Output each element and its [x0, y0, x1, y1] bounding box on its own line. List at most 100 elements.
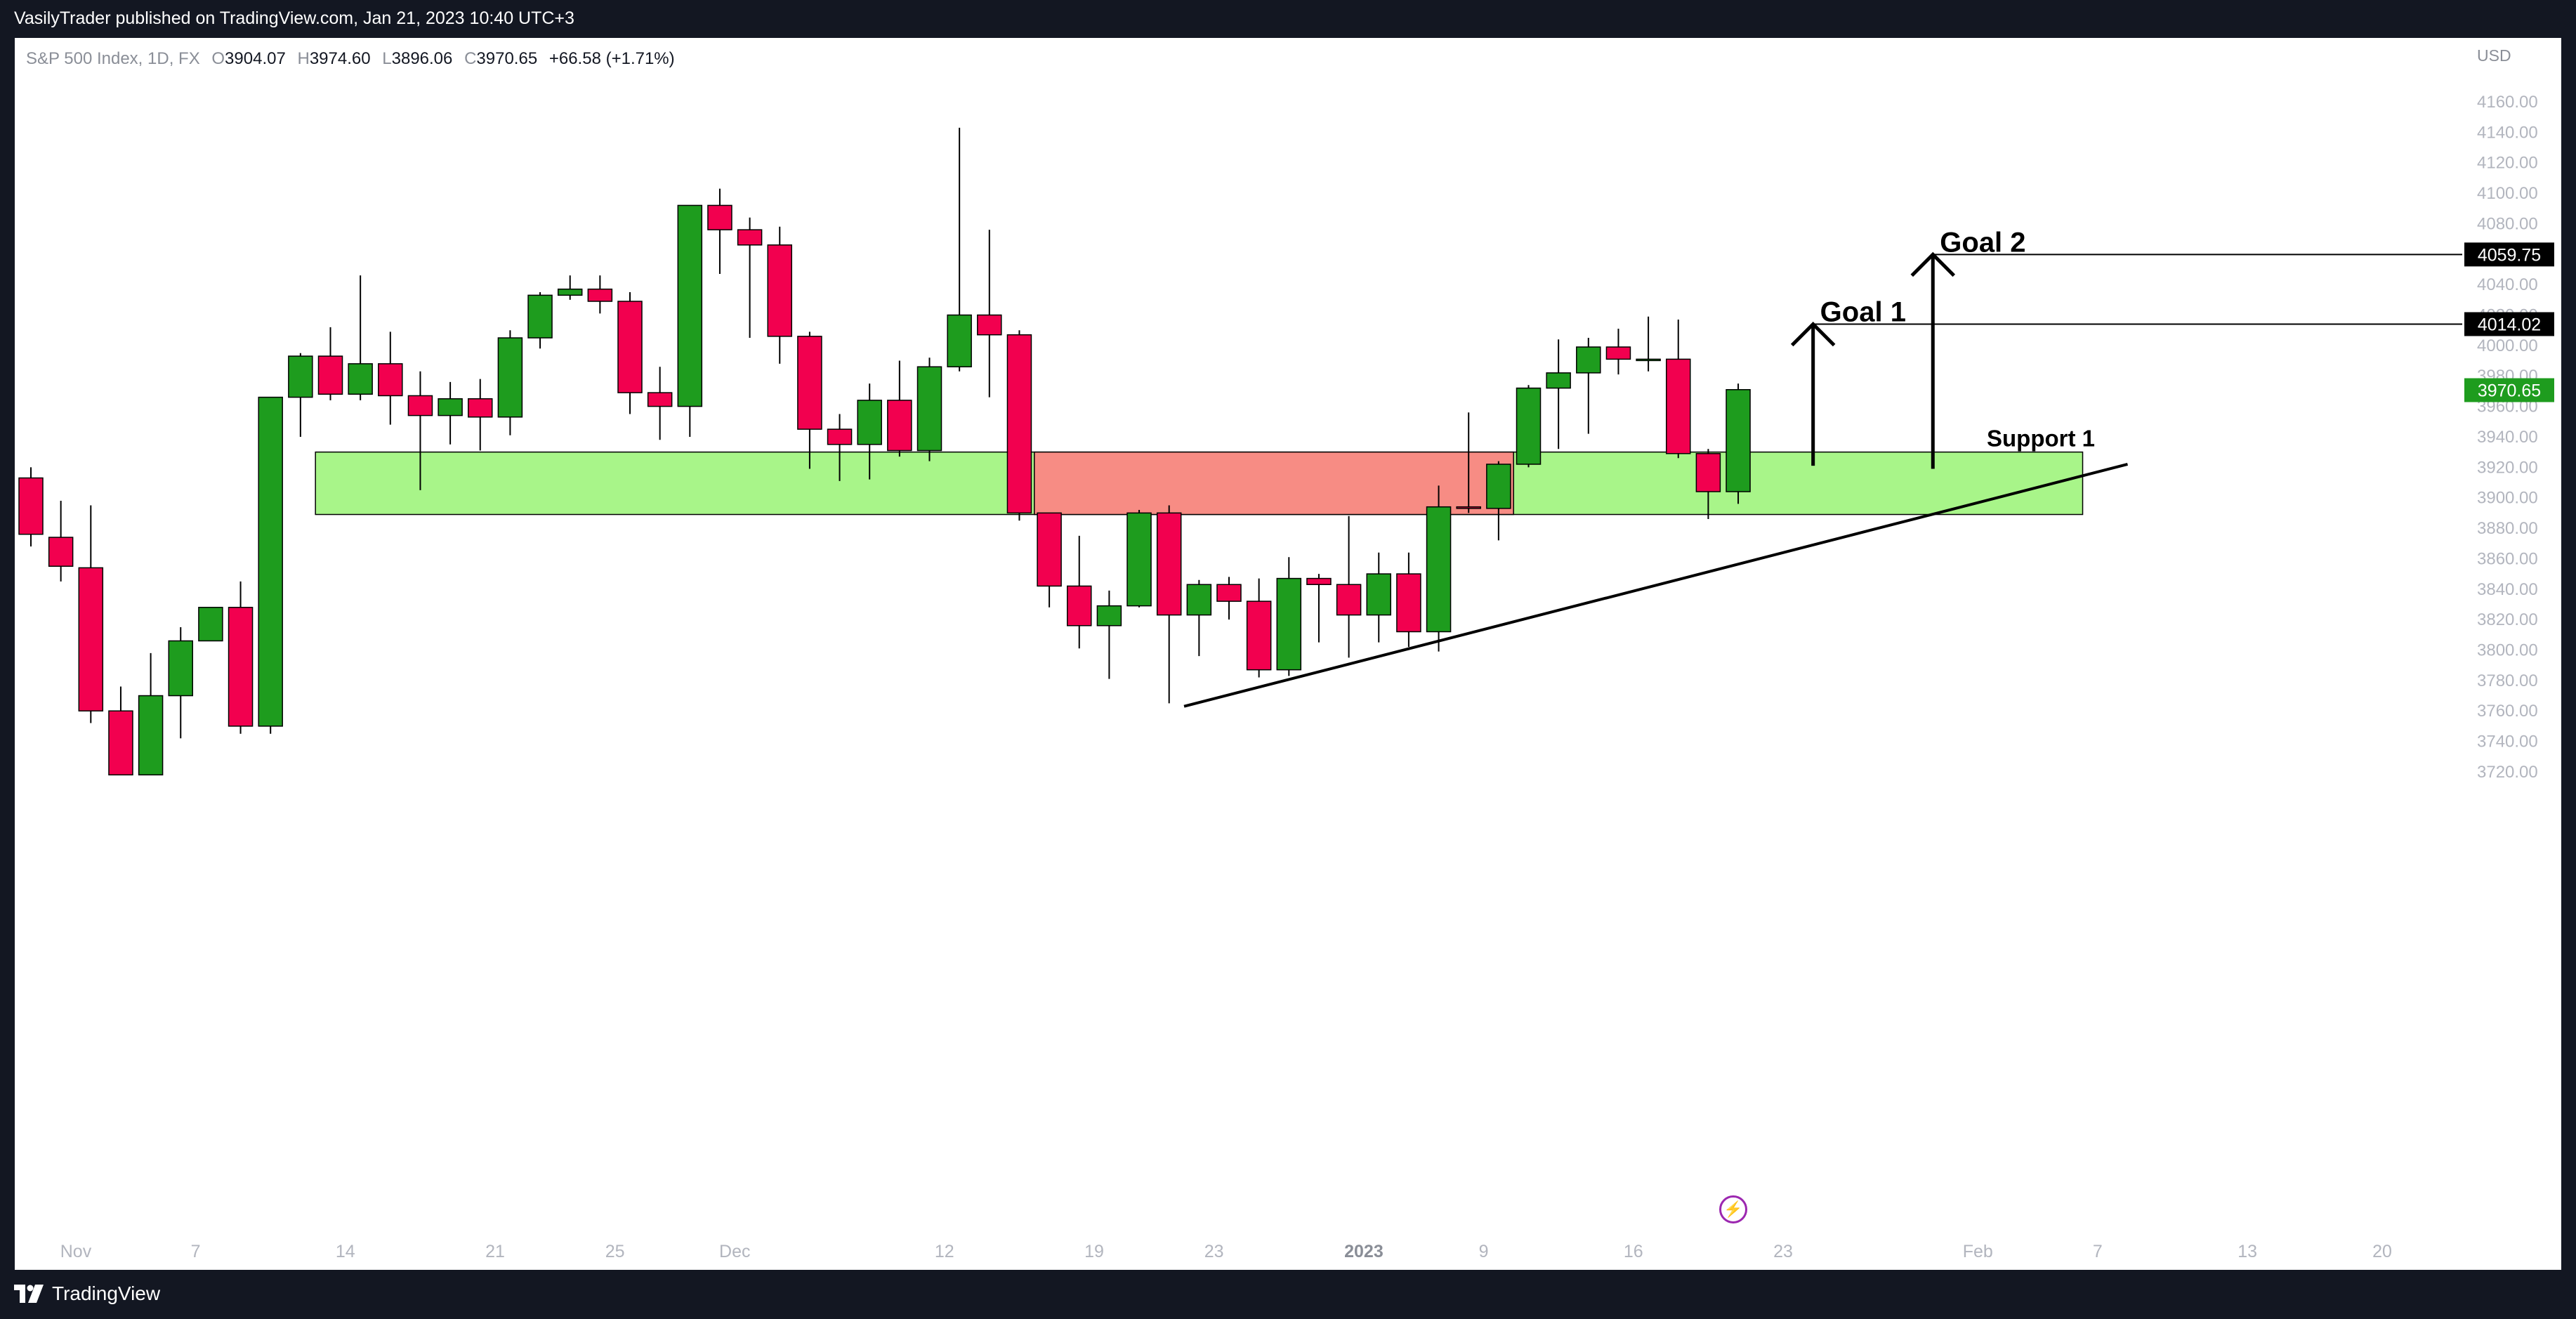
- candle: [767, 226, 792, 364]
- candle: [348, 275, 373, 400]
- candle-body: [1366, 573, 1391, 616]
- chart-panel[interactable]: Goal 1 Goal 2 Support 1 4160.00 4140.00 4120…: [15, 38, 2561, 1270]
- candle: [468, 379, 493, 451]
- candle-body: [587, 288, 613, 302]
- low-value: 3896.06: [391, 49, 453, 68]
- time-tick-label: 13: [2237, 1242, 2257, 1261]
- candle: [916, 357, 942, 461]
- time-tick-label: 7: [191, 1242, 201, 1261]
- candle: [1456, 412, 1481, 513]
- candle-body: [48, 537, 74, 567]
- published-text: VasilyTrader published on TradingView.co…: [14, 8, 574, 28]
- price-tag: 4014.02: [2464, 312, 2554, 336]
- candle: [827, 414, 853, 481]
- candle: [78, 505, 104, 723]
- candle-body: [78, 567, 104, 711]
- candle: [977, 230, 1002, 398]
- candle: [497, 330, 523, 435]
- candle: [1486, 461, 1511, 541]
- price-tag-label: 4059.75: [2478, 245, 2541, 265]
- candle-body: [348, 363, 373, 395]
- price-tag: 3970.65: [2464, 378, 2554, 402]
- time-tick-label: 16: [1624, 1242, 1643, 1261]
- goal-1-label: Goal 1: [1820, 296, 1906, 327]
- candle-body: [1516, 387, 1542, 465]
- price-tick-label: 3880.00: [2477, 519, 2538, 538]
- price-tick-label: 4120.00: [2477, 154, 2538, 173]
- goal-1-arrow-head: [1790, 321, 1836, 347]
- candle: [378, 332, 403, 425]
- candle-body: [288, 355, 313, 398]
- footer-bar: TradingView: [0, 1270, 2576, 1319]
- candle: [1516, 385, 1542, 468]
- price-tag: 4059.75: [2464, 242, 2554, 267]
- candle-body: [557, 288, 583, 296]
- candle: [18, 467, 44, 547]
- candle: [947, 127, 972, 372]
- currency-label: USD: [2477, 46, 2511, 65]
- candle: [1576, 338, 1601, 434]
- time-tick-label: 20: [2372, 1242, 2392, 1261]
- candle: [617, 292, 643, 414]
- published-bar: VasilyTrader published on TradingView.co…: [0, 0, 2576, 38]
- candle-body: [1486, 464, 1511, 509]
- time-tick-label: 21: [485, 1242, 505, 1261]
- candle: [587, 275, 613, 314]
- price-tick-label: 3920.00: [2477, 458, 2538, 477]
- candle: [198, 607, 223, 642]
- candle-body: [1096, 605, 1122, 626]
- price-tick-label: 3720.00: [2477, 763, 2538, 782]
- candle-body: [228, 607, 254, 727]
- candle: [857, 383, 882, 480]
- price-tick-label: 4040.00: [2477, 275, 2538, 294]
- price-tick-label: 3820.00: [2477, 610, 2538, 629]
- brand-name: TradingView: [52, 1282, 161, 1304]
- candle: [228, 581, 254, 734]
- time-tick-label: 7: [2093, 1242, 2103, 1261]
- flip-zone: [1034, 451, 1514, 516]
- open-value: 3904.07: [225, 49, 286, 68]
- price-tick-label: 3940.00: [2477, 428, 2538, 447]
- candle: [1156, 505, 1182, 704]
- candle-body: [497, 337, 523, 418]
- candle: [48, 501, 74, 582]
- candle: [737, 217, 763, 339]
- candle-body: [1276, 577, 1302, 671]
- candlestick-chart[interactable]: Goal 1 Goal 2 Support 1 4160.00 4140.00 4120…: [15, 38, 2561, 1270]
- low-label: L: [382, 49, 392, 68]
- candle: [1546, 339, 1571, 449]
- candle-body: [1726, 389, 1751, 492]
- lightning-icon[interactable]: ⚡: [1719, 1195, 1747, 1223]
- goal-2-arrow-head: [1910, 251, 1956, 277]
- price-tag-bg: [2464, 242, 2554, 267]
- price-tick-label: 4080.00: [2477, 214, 2538, 233]
- price-tag-label: 3970.65: [2478, 381, 2541, 401]
- candle-body: [438, 398, 463, 416]
- candle-body: [1037, 512, 1062, 587]
- trendline: [1183, 463, 2128, 708]
- candle-body: [1006, 334, 1032, 514]
- candle: [1216, 577, 1242, 620]
- candle: [438, 381, 463, 445]
- time-tick-label: Nov: [60, 1242, 92, 1261]
- candle: [677, 204, 703, 437]
- candle-body: [317, 355, 343, 395]
- candle-body: [677, 204, 703, 407]
- candle-body: [857, 400, 882, 445]
- price-tick-label: 4140.00: [2477, 123, 2538, 142]
- price-tag-label: 4014.02: [2478, 315, 2541, 334]
- candle: [1726, 383, 1751, 504]
- candle: [1186, 579, 1212, 657]
- ohlc-legend: S&P 500 Index, 1D, FX O3904.07 H3974.60 …: [26, 49, 675, 69]
- candle: [108, 686, 133, 776]
- open-label: O: [211, 49, 225, 68]
- candle: [407, 371, 433, 490]
- candle: [1366, 552, 1391, 643]
- candle-body: [617, 301, 643, 393]
- price-tick-label: 3860.00: [2477, 549, 2538, 568]
- candle: [1605, 329, 1631, 375]
- candle-body: [797, 336, 822, 430]
- candle-body: [947, 314, 972, 367]
- candle: [707, 188, 732, 274]
- time-tick-label: Feb: [1963, 1242, 1993, 1261]
